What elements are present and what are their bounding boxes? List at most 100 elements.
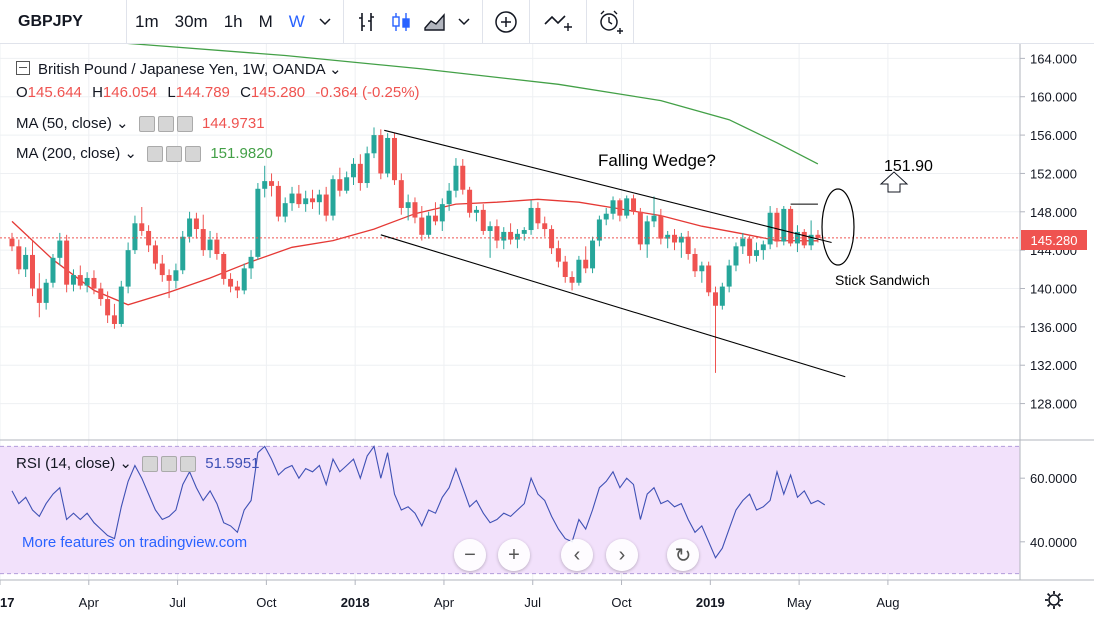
close-icon[interactable] [185, 146, 202, 163]
indicator-controls[interactable] [147, 145, 204, 163]
candle-body [801, 231, 807, 246]
indicator-controls[interactable] [138, 115, 196, 133]
candle-body [316, 194, 322, 203]
trendlines [380, 129, 846, 378]
candle-body [637, 211, 643, 245]
chevron-down-icon[interactable]: ⌄ [124, 145, 137, 162]
candle-body [712, 292, 718, 306]
toolbar-divider [528, 0, 530, 44]
candle-body [139, 223, 145, 231]
candle-body [753, 250, 759, 256]
candle [193, 212, 199, 239]
candle [173, 263, 179, 289]
candle-body [555, 248, 561, 262]
chevron-down-icon[interactable] [452, 0, 476, 44]
time-tick-label: Aug [876, 595, 899, 610]
candle-body [173, 270, 179, 281]
candle [528, 200, 534, 235]
candle [644, 215, 650, 258]
high-label: H [92, 84, 103, 101]
promo-link[interactable]: More features on tradingview.com [22, 534, 248, 551]
compare-icon[interactable] [536, 0, 580, 44]
candle-body [337, 179, 343, 191]
candle-body [610, 200, 616, 214]
candle-body [70, 275, 76, 285]
candle [808, 220, 814, 251]
candle-body [351, 163, 356, 178]
symbol-search-button[interactable]: GBPJPY [0, 0, 127, 44]
candle-body [132, 223, 138, 251]
zoom-out-button[interactable]: − [454, 539, 486, 571]
timeframe-1m[interactable]: 1m [135, 11, 159, 31]
settings-icon[interactable] [166, 146, 183, 163]
candle [323, 186, 329, 222]
candle [405, 194, 411, 221]
candle [446, 183, 452, 211]
rsi-tick-label: 40.0000 [1030, 535, 1077, 550]
candle-body [269, 181, 275, 186]
chevron-down-icon[interactable] [313, 0, 337, 44]
candle [303, 190, 309, 212]
timeframe-week[interactable]: W [288, 11, 305, 31]
candle-body [241, 268, 247, 291]
scroll-left-button[interactable]: ‹ [561, 539, 593, 571]
candle [740, 232, 746, 254]
candle [569, 271, 575, 291]
ma200-line [127, 44, 819, 165]
close-icon[interactable] [180, 456, 197, 473]
time-tick-label: 2018 [341, 595, 370, 610]
chevron-down-icon[interactable]: ⌄ [119, 455, 132, 472]
candle-body [296, 193, 302, 205]
reset-chart-button[interactable]: ↻ [667, 539, 699, 571]
candle [815, 230, 821, 243]
candle [289, 186, 295, 211]
time-tick-label: 2019 [696, 595, 725, 610]
candles-style-icon[interactable] [384, 0, 418, 44]
candle [262, 165, 268, 198]
candle [747, 234, 753, 264]
rsi-legend[interactable]: RSI (14, close) ⌄ 51.5951 [16, 454, 260, 473]
timeframe-month[interactable]: M [258, 11, 273, 31]
ma200-legend[interactable]: MA (200, close) ⌄ 151.9820 [16, 144, 273, 163]
alert-clock-icon[interactable] [593, 0, 627, 44]
eye-icon[interactable] [147, 146, 164, 163]
candle [788, 206, 794, 247]
add-indicator-icon[interactable] [489, 0, 523, 44]
eye-icon[interactable] [138, 116, 155, 133]
timeframe-30m[interactable]: 30m [174, 11, 208, 31]
scroll-right-button[interactable]: › [606, 539, 638, 571]
chevron-down-icon[interactable]: ⌄ [329, 61, 342, 78]
rsi-line [11, 445, 826, 559]
rsi-axis: 60.0000 40.0000 [1020, 471, 1077, 550]
zoom-in-button[interactable]: + [498, 539, 530, 571]
indicator-controls[interactable] [142, 455, 199, 473]
candle-body [64, 240, 70, 285]
candle-body [275, 185, 281, 217]
candle [234, 280, 240, 299]
bars-style-icon[interactable] [350, 0, 384, 44]
settings-icon[interactable] [157, 116, 174, 133]
candle-body [487, 226, 493, 231]
candle-body [255, 188, 261, 257]
candle-body [672, 234, 678, 243]
change-value: -0.364 (-0.25%) [315, 84, 420, 101]
collapse-icon[interactable] [16, 61, 30, 75]
eye-icon[interactable] [142, 456, 159, 473]
candle [391, 133, 397, 185]
settings-icon[interactable] [161, 456, 178, 473]
candle-body [426, 215, 432, 235]
candle [330, 175, 336, 221]
chevron-down-icon[interactable]: ⌄ [116, 115, 129, 132]
candle-body [391, 137, 397, 181]
candle-body [29, 254, 35, 289]
ma50-legend[interactable]: MA (50, close) ⌄ 144.9731 [16, 114, 265, 133]
candle [139, 207, 145, 236]
area-style-icon[interactable] [418, 0, 452, 44]
timeframe-1h[interactable]: 1h [223, 11, 243, 31]
close-icon[interactable] [176, 116, 193, 133]
candle [719, 282, 725, 310]
candle [535, 202, 541, 230]
price-tick-label: 128.000 [1030, 397, 1077, 412]
candle [275, 181, 281, 222]
candle-body [57, 240, 63, 258]
